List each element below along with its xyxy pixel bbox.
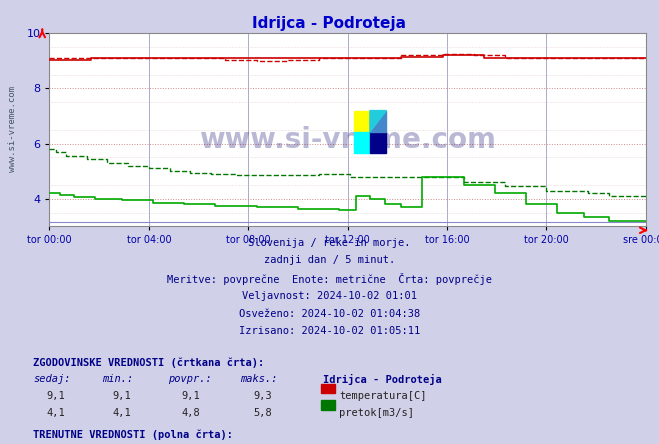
Polygon shape	[370, 111, 386, 132]
Text: povpr.:: povpr.:	[168, 374, 212, 385]
Text: 5,8: 5,8	[254, 408, 272, 418]
Text: 4,1: 4,1	[46, 408, 65, 418]
Text: 4,1: 4,1	[112, 408, 130, 418]
Text: temperatura[C]: temperatura[C]	[339, 391, 427, 401]
Text: 9,1: 9,1	[112, 391, 130, 401]
Text: pretok[m3/s]: pretok[m3/s]	[339, 408, 415, 418]
Text: maks.:: maks.:	[241, 374, 278, 385]
Text: Idrijca - Podroteja: Idrijca - Podroteja	[252, 16, 407, 31]
Text: 4,8: 4,8	[181, 408, 200, 418]
Text: sedaj:: sedaj:	[33, 374, 71, 385]
Text: TRENUTNE VREDNOSTI (polna črta):: TRENUTNE VREDNOSTI (polna črta):	[33, 429, 233, 440]
Text: Osveženo: 2024-10-02 01:04:38: Osveženo: 2024-10-02 01:04:38	[239, 309, 420, 319]
Text: 9,1: 9,1	[181, 391, 200, 401]
Bar	[354, 111, 370, 132]
Bar	[370, 132, 386, 153]
Text: Izrisano: 2024-10-02 01:05:11: Izrisano: 2024-10-02 01:05:11	[239, 326, 420, 337]
Bar	[354, 132, 370, 153]
Text: Veljavnost: 2024-10-02 01:01: Veljavnost: 2024-10-02 01:01	[242, 291, 417, 301]
Text: min.:: min.:	[102, 374, 133, 385]
Text: Meritve: povprečne  Enote: metrične  Črta: povprečje: Meritve: povprečne Enote: metrične Črta:…	[167, 273, 492, 285]
Text: Idrijca - Podroteja: Idrijca - Podroteja	[323, 374, 442, 385]
Text: ZGODOVINSKE VREDNOSTI (črtkana črta):: ZGODOVINSKE VREDNOSTI (črtkana črta):	[33, 357, 264, 368]
Text: 9,1: 9,1	[46, 391, 65, 401]
Text: zadnji dan / 5 minut.: zadnji dan / 5 minut.	[264, 255, 395, 266]
Text: www.si-vreme.com: www.si-vreme.com	[8, 86, 17, 172]
Polygon shape	[370, 111, 386, 132]
Text: 9,3: 9,3	[254, 391, 272, 401]
Text: Slovenija / reke in morje.: Slovenija / reke in morje.	[248, 238, 411, 248]
Text: www.si-vreme.com: www.si-vreme.com	[199, 126, 496, 154]
